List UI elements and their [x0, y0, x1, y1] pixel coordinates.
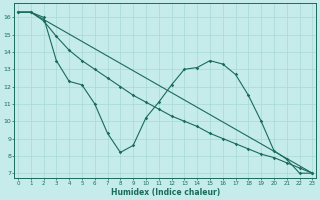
X-axis label: Humidex (Indice chaleur): Humidex (Indice chaleur) — [110, 188, 220, 197]
